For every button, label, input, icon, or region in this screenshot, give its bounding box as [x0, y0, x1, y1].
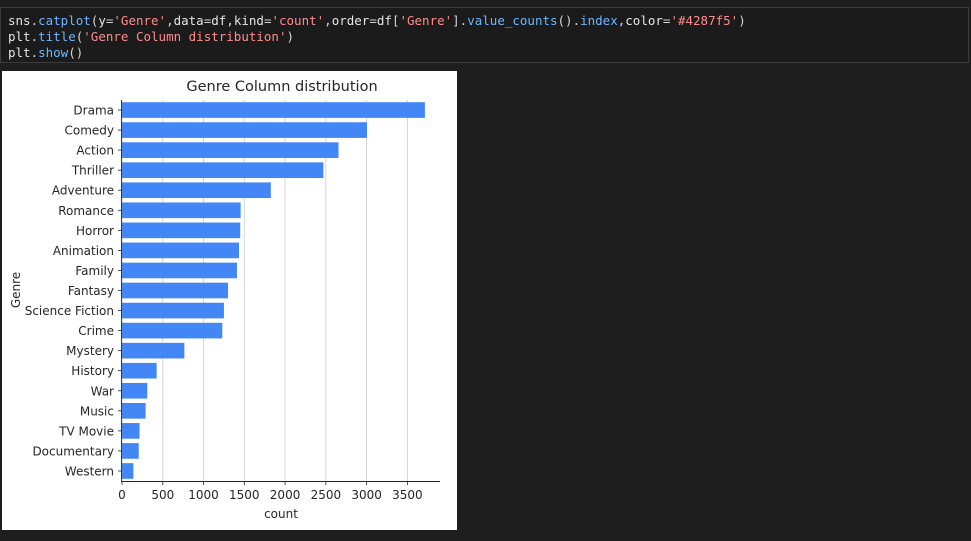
code-token: '#4287f5' — [670, 13, 739, 28]
code-token: () — [68, 45, 84, 60]
bar-action — [122, 142, 339, 158]
code-token: 'Genre Column distribution' — [83, 29, 287, 44]
bar-crime — [122, 322, 223, 339]
code-token: = — [203, 13, 212, 28]
bar-western — [122, 463, 134, 479]
y-tick-label: Documentary — [32, 444, 114, 458]
y-tick-label: TV Movie — [58, 424, 114, 438]
x-tick-label: 3500 — [392, 488, 423, 502]
bar-family — [122, 262, 237, 279]
code-token: ( — [90, 13, 99, 28]
code-token: show — [38, 45, 69, 60]
bar-mystery — [122, 342, 185, 359]
code-token: plt — [8, 45, 31, 60]
x-tick-label: 2000 — [270, 488, 301, 502]
code-token: plt — [8, 29, 31, 44]
y-tick-label: Crime — [78, 324, 114, 338]
code-token: df — [211, 13, 227, 28]
code-token: value_counts — [467, 13, 558, 28]
code-token: sns — [8, 13, 31, 28]
x-tick-label: 1500 — [229, 488, 260, 502]
code-token: ) — [738, 13, 746, 28]
y-tick-label: Action — [76, 144, 114, 158]
chart-title: Genre Column distribution — [186, 79, 377, 95]
code-token: [ — [391, 13, 400, 28]
bar-tv-movie — [122, 423, 140, 439]
code-token: 'count' — [271, 13, 325, 28]
code-token: = — [263, 13, 272, 28]
code-token: index — [580, 13, 618, 28]
code-token: ) — [286, 29, 295, 44]
y-tick-label: Animation — [53, 244, 114, 258]
x-tick-label: 500 — [151, 488, 174, 502]
x-tick-label: 3000 — [351, 488, 382, 502]
xtick-layer: 0 500 1000 1500 2000 2500 3000 3500 — [118, 481, 423, 502]
code-token: . — [30, 45, 39, 60]
code-token: , — [617, 13, 626, 28]
bar-war — [122, 382, 148, 399]
bar-science-fiction — [122, 302, 224, 319]
code-token: catplot — [38, 13, 91, 28]
code-token: df — [376, 13, 392, 28]
code-token: order — [331, 13, 370, 28]
code-token: 'Genre' — [113, 13, 167, 28]
code-token: ]. — [452, 13, 468, 28]
code-token: kind — [233, 13, 264, 28]
chart: Genre Column distribution Drama Comedy Act… — [9, 79, 440, 521]
y-tick-label: Science Fiction — [25, 304, 114, 318]
bar-thriller — [122, 162, 324, 179]
code-token: = — [105, 13, 114, 28]
code-line-1: sns.catplot(y='Genre',data=df,kind='coun… — [8, 13, 746, 29]
code-token: title — [38, 29, 76, 44]
y-tick-label: Romance — [58, 204, 114, 218]
y-tick-label: History — [71, 364, 114, 378]
code-token: = — [662, 13, 671, 28]
cell-output: Genre Column distribution Drama Comedy Act… — [2, 71, 457, 530]
bar-fantasy — [122, 282, 228, 299]
bar-drama — [122, 102, 425, 118]
y-tick-label: Comedy — [64, 124, 114, 138]
y-tick-label: Mystery — [66, 344, 114, 358]
code-token: . — [30, 29, 39, 44]
x-tick-label: 2500 — [311, 488, 342, 502]
y-tick-label: Music — [80, 404, 114, 418]
bar-documentary — [122, 443, 139, 459]
code-cell[interactable]: sns.catplot(y='Genre',data=df,kind='coun… — [0, 7, 969, 63]
code-token: 'Genre' — [399, 13, 453, 28]
code-token: , — [226, 13, 234, 28]
code-token: y — [98, 13, 106, 28]
x-tick-label: 0 — [118, 488, 126, 502]
bar-horror — [122, 222, 241, 239]
y-tick-label: Horror — [76, 224, 114, 238]
code-token: color — [625, 13, 663, 28]
code-token: = — [369, 13, 377, 28]
y-tick-label: Thriller — [71, 164, 114, 178]
y-tick-label: Fantasy — [68, 284, 114, 298]
bar-animation — [122, 242, 240, 259]
bar-layer — [122, 102, 425, 479]
y-tick-label: Adventure — [52, 184, 114, 198]
x-axis-label: count — [264, 507, 298, 521]
bar-romance — [122, 202, 241, 219]
code-token: data — [173, 13, 204, 28]
bar-adventure — [122, 182, 271, 199]
bar-history — [122, 362, 157, 379]
code-token: . — [30, 13, 39, 28]
code-token: (). — [557, 13, 581, 28]
code-token: , — [166, 13, 174, 28]
y-axis-label: Genre — [9, 272, 23, 308]
y-tick-label: Western — [65, 464, 114, 478]
code-token: , — [324, 13, 332, 28]
code-line-3: plt.show() — [8, 45, 83, 61]
bar-music — [122, 402, 146, 419]
code-token: ( — [75, 29, 84, 44]
y-tick-label: Family — [75, 264, 114, 278]
bar-comedy — [122, 122, 368, 138]
ytick-layer: Drama Comedy Action Thriller Adventure Romanc… — [25, 104, 122, 478]
y-tick-label: Drama — [73, 104, 114, 118]
code-line-2: plt.title('Genre Column distribution') — [8, 29, 294, 45]
y-tick-label: War — [91, 384, 114, 398]
x-tick-label: 1000 — [188, 488, 219, 502]
